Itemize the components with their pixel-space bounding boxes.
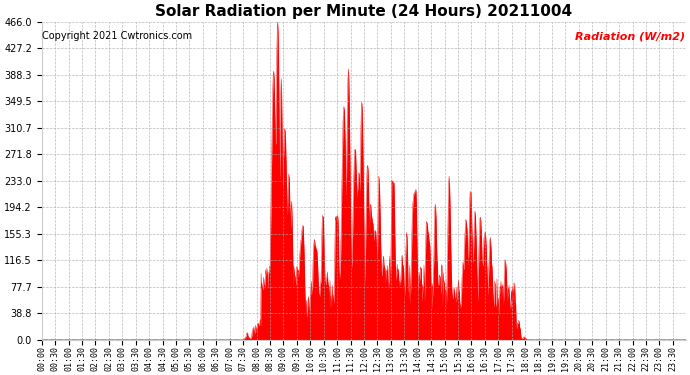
Text: Copyright 2021 Cwtronics.com: Copyright 2021 Cwtronics.com (42, 31, 193, 41)
Title: Solar Radiation per Minute (24 Hours) 20211004: Solar Radiation per Minute (24 Hours) 20… (155, 4, 573, 19)
Text: Radiation (W/m2): Radiation (W/m2) (575, 31, 685, 41)
